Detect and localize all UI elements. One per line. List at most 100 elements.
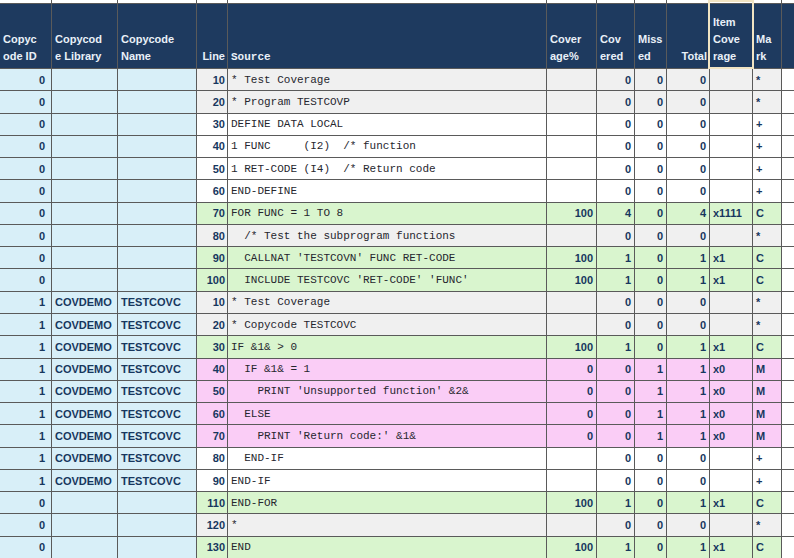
header-total[interactable]: Total xyxy=(667,4,709,68)
cell-id[interactable]: 1 xyxy=(0,292,51,313)
cell-item[interactable]: x1111 xyxy=(710,203,752,224)
cell-id[interactable]: 1 xyxy=(0,359,51,380)
cell-lib[interactable] xyxy=(52,537,117,558)
cell-line[interactable]: 10 xyxy=(197,292,227,313)
cell-lib[interactable]: COVDEMO xyxy=(52,425,117,446)
cell-lib[interactable] xyxy=(52,203,117,224)
cell-source[interactable]: DEFINE DATA LOCAL xyxy=(228,114,546,135)
cell-source[interactable]: END-IF xyxy=(228,470,546,491)
cell-name[interactable]: TESTCOVC xyxy=(118,336,196,357)
cell-name[interactable]: TESTCOVC xyxy=(118,448,196,469)
cell-covered[interactable]: 1 xyxy=(597,247,634,268)
cell-item[interactable] xyxy=(710,470,752,491)
cell-cov[interactable]: 0 xyxy=(547,425,596,446)
cell-lib[interactable]: COVDEMO xyxy=(52,336,117,357)
cell-line[interactable]: 10 xyxy=(197,69,227,90)
cell-line[interactable]: 130 xyxy=(197,537,227,558)
cell-missed[interactable]: 0 xyxy=(635,180,666,201)
cell-source[interactable]: CALLNAT 'TESTCOVN' FUNC RET-CODE xyxy=(228,247,546,268)
cell-covered[interactable]: 0 xyxy=(597,514,634,535)
cell-missed[interactable]: 0 xyxy=(635,448,666,469)
header-lib[interactable]: Copycod e Library xyxy=(52,4,117,68)
cell-line[interactable]: 110 xyxy=(197,492,227,513)
cell-lib[interactable] xyxy=(52,158,117,179)
cell-name[interactable]: TESTCOVC xyxy=(118,425,196,446)
cell-item[interactable] xyxy=(710,158,752,179)
cell-name[interactable] xyxy=(118,269,196,290)
cell-id[interactable]: 1 xyxy=(0,381,51,402)
cell-mark[interactable]: M xyxy=(753,403,781,424)
cell-id[interactable]: 0 xyxy=(0,158,51,179)
cell-mark[interactable]: * xyxy=(753,514,781,535)
cell-id[interactable]: 1 xyxy=(0,336,51,357)
cell-item[interactable]: x1 xyxy=(710,269,752,290)
cell-covered[interactable]: 0 xyxy=(597,180,634,201)
cell-covered[interactable]: 0 xyxy=(597,403,634,424)
cell-mark[interactable]: + xyxy=(753,448,781,469)
cell-source[interactable]: 1 RET-CODE (I4) /* Return code xyxy=(228,158,546,179)
cell-missed[interactable]: 0 xyxy=(635,158,666,179)
cell-id[interactable]: 1 xyxy=(0,470,51,491)
cell-total[interactable]: 1 xyxy=(667,269,709,290)
cell-missed[interactable]: 1 xyxy=(635,425,666,446)
cell-source[interactable]: END-IF xyxy=(228,448,546,469)
cell-id[interactable]: 0 xyxy=(0,91,51,112)
cell-name[interactable] xyxy=(118,136,196,157)
cell-mark[interactable]: M xyxy=(753,359,781,380)
cell-total[interactable]: 0 xyxy=(667,136,709,157)
cell-source[interactable]: * Test Coverage xyxy=(228,292,546,313)
cell-total[interactable]: 4 xyxy=(667,203,709,224)
cell-lib[interactable] xyxy=(52,69,117,90)
cell-item[interactable]: x0 xyxy=(710,425,752,446)
cell-total[interactable]: 0 xyxy=(667,292,709,313)
cell-cov[interactable]: 100 xyxy=(547,247,596,268)
cell-lib[interactable]: COVDEMO xyxy=(52,381,117,402)
cell-item[interactable] xyxy=(710,180,752,201)
cell-name[interactable]: TESTCOVC xyxy=(118,403,196,424)
cell-id[interactable]: 0 xyxy=(0,114,51,135)
cell-mark[interactable]: * xyxy=(753,69,781,90)
cell-item[interactable]: x0 xyxy=(710,381,752,402)
cell-item[interactable] xyxy=(710,292,752,313)
cell-id[interactable]: 0 xyxy=(0,225,51,246)
cell-missed[interactable]: 0 xyxy=(635,69,666,90)
header-name[interactable]: Copycode Name xyxy=(118,4,196,68)
cell-source[interactable]: END-DEFINE xyxy=(228,180,546,201)
cell-mark[interactable]: C xyxy=(753,336,781,357)
cell-missed[interactable]: 0 xyxy=(635,537,666,558)
cell-name[interactable] xyxy=(118,537,196,558)
cell-cov[interactable]: 100 xyxy=(547,203,596,224)
cell-cov[interactable] xyxy=(547,470,596,491)
cell-item[interactable] xyxy=(710,225,752,246)
cell-mark[interactable]: C xyxy=(753,492,781,513)
cell-id[interactable]: 0 xyxy=(0,269,51,290)
cell-covered[interactable]: 0 xyxy=(597,359,634,380)
cell-lib[interactable]: COVDEMO xyxy=(52,470,117,491)
cell-cov[interactable] xyxy=(547,180,596,201)
cell-lib[interactable]: COVDEMO xyxy=(52,359,117,380)
cell-line[interactable]: 70 xyxy=(197,203,227,224)
cell-line[interactable]: 30 xyxy=(197,114,227,135)
cell-line[interactable]: 90 xyxy=(197,470,227,491)
cell-line[interactable]: 50 xyxy=(197,381,227,402)
cell-id[interactable]: 0 xyxy=(0,180,51,201)
cell-missed[interactable]: 0 xyxy=(635,247,666,268)
cell-lib[interactable] xyxy=(52,114,117,135)
cell-total[interactable]: 1 xyxy=(667,537,709,558)
cell-line[interactable]: 50 xyxy=(197,158,227,179)
cell-source[interactable]: IF &1& = 1 xyxy=(228,359,546,380)
cell-covered[interactable]: 0 xyxy=(597,425,634,446)
cell-total[interactable]: 1 xyxy=(667,336,709,357)
cell-cov[interactable] xyxy=(547,292,596,313)
cell-line[interactable]: 60 xyxy=(197,180,227,201)
cell-lib[interactable]: COVDEMO xyxy=(52,403,117,424)
cell-cov[interactable] xyxy=(547,114,596,135)
cell-name[interactable] xyxy=(118,69,196,90)
cell-item[interactable] xyxy=(710,448,752,469)
cell-line[interactable]: 90 xyxy=(197,247,227,268)
cell-lib[interactable]: COVDEMO xyxy=(52,448,117,469)
cell-missed[interactable]: 0 xyxy=(635,336,666,357)
cell-missed[interactable]: 0 xyxy=(635,492,666,513)
cell-name[interactable]: TESTCOVC xyxy=(118,314,196,335)
cell-id[interactable]: 1 xyxy=(0,448,51,469)
